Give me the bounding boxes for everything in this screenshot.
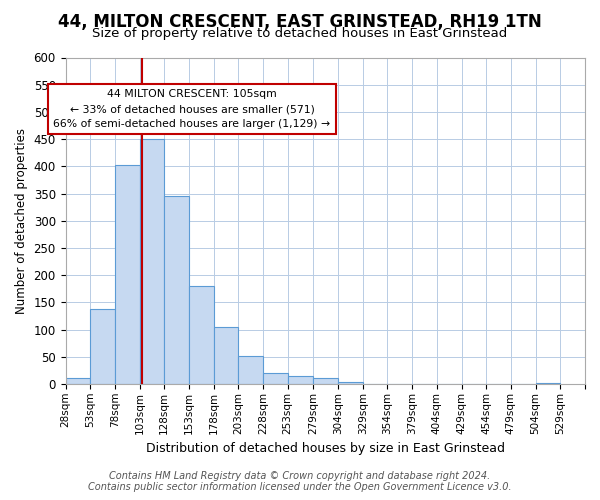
Bar — [164, 196, 189, 384]
Bar — [338, 382, 363, 384]
Bar — [140, 139, 164, 384]
Text: Contains HM Land Registry data © Crown copyright and database right 2024.
Contai: Contains HM Land Registry data © Crown c… — [88, 471, 512, 492]
Bar — [90, 310, 115, 384]
Bar — [263, 373, 288, 384]
Bar — [288, 376, 313, 384]
Bar — [189, 286, 214, 384]
Bar — [238, 356, 263, 384]
Text: Size of property relative to detached houses in East Grinstead: Size of property relative to detached ho… — [92, 28, 508, 40]
Bar — [115, 164, 140, 384]
X-axis label: Distribution of detached houses by size in East Grinstead: Distribution of detached houses by size … — [146, 442, 505, 455]
Bar — [313, 378, 338, 384]
Text: 44 MILTON CRESCENT: 105sqm
← 33% of detached houses are smaller (571)
66% of sem: 44 MILTON CRESCENT: 105sqm ← 33% of deta… — [53, 90, 331, 129]
Y-axis label: Number of detached properties: Number of detached properties — [15, 128, 28, 314]
Bar — [65, 378, 90, 384]
Bar — [536, 383, 560, 384]
Text: 44, MILTON CRESCENT, EAST GRINSTEAD, RH19 1TN: 44, MILTON CRESCENT, EAST GRINSTEAD, RH1… — [58, 12, 542, 30]
Bar — [214, 327, 238, 384]
